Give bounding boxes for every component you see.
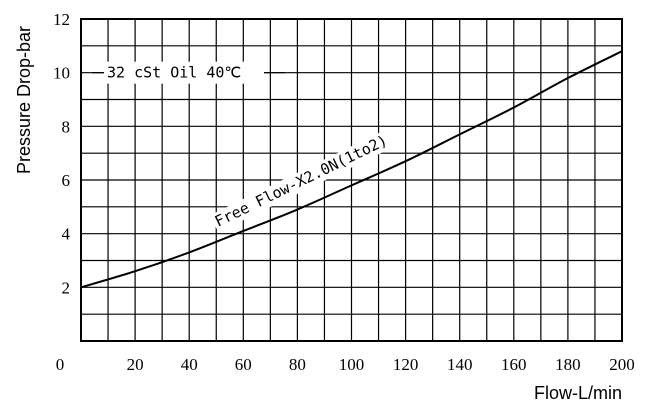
x-tick-label: 100 [339, 355, 365, 374]
y-tick-label: 8 [62, 117, 71, 136]
y-tick-label: 10 [53, 64, 70, 83]
x-tick-label: 160 [501, 355, 527, 374]
y-axis-title: Pressure Drop-bar [14, 26, 34, 174]
x-tick-label: 20 [127, 355, 144, 374]
x-tick-label: 120 [393, 355, 419, 374]
condition-label: 32 cSt Oil 40℃ [107, 64, 241, 82]
plot-frame [80, 18, 623, 342]
x-tick-label: 40 [181, 355, 198, 374]
x-tick-label: 0 [56, 355, 65, 374]
x-tick-label: 140 [447, 355, 473, 374]
y-tick-label: 6 [62, 171, 71, 190]
series-line-free-flow [80, 50, 623, 289]
condition-label-bg [104, 61, 264, 84]
x-tick-label: 60 [235, 355, 252, 374]
tick-labels: 0 20 40 60 80 100 120 140 160 180 200 2 4 6 8 10 12 [53, 10, 635, 374]
x-tick-label: 200 [609, 355, 635, 374]
condition-annotation: 32 cSt Oil 40℃ [92, 61, 285, 84]
y-tick-label: 2 [62, 278, 71, 297]
x-tick-label: 180 [555, 355, 581, 374]
curve-label-bg [210, 127, 399, 233]
y-tick-label: 4 [62, 225, 71, 244]
y-tick-label: 12 [53, 10, 70, 29]
x-axis-title: Flow-L/min [534, 383, 622, 403]
x-tick-label: 80 [289, 355, 306, 374]
